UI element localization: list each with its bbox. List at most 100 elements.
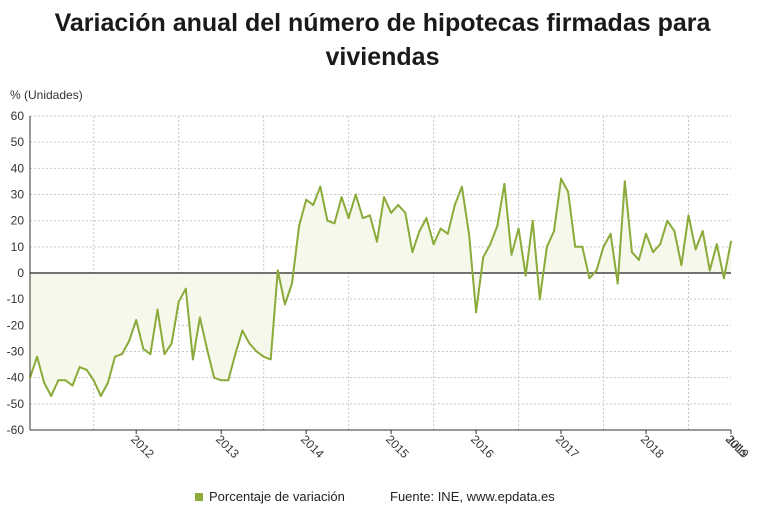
data-point <box>687 214 690 217</box>
data-point <box>347 217 350 220</box>
data-point <box>411 251 414 254</box>
data-point <box>121 353 124 356</box>
data-point <box>106 381 109 384</box>
data-point <box>468 232 470 235</box>
data-point <box>531 219 534 222</box>
y-tick-label: 20 <box>11 214 25 228</box>
data-point <box>595 269 598 272</box>
data-point <box>680 264 683 267</box>
data-point <box>128 340 131 342</box>
data-point <box>319 185 322 188</box>
y-tick-label: -30 <box>7 345 25 359</box>
data-point <box>730 240 732 243</box>
data-point <box>418 230 421 233</box>
data-point <box>262 355 265 358</box>
y-tick-label: -20 <box>7 318 25 332</box>
chart-canvas: 60 50 40 30 20 10 0 -10 -20 -30 -40 -50 -60 2012 2013… <box>7 109 752 461</box>
data-point <box>305 198 308 201</box>
data-point <box>368 214 371 217</box>
data-point <box>220 379 223 382</box>
data-point <box>71 384 74 387</box>
data-point <box>184 287 187 290</box>
data-point <box>630 251 633 254</box>
y-tick-label: 10 <box>11 240 25 254</box>
data-point <box>715 243 718 246</box>
data-point <box>298 224 301 227</box>
data-point <box>701 230 704 233</box>
data-point <box>517 227 520 230</box>
data-point <box>283 303 286 306</box>
series-area <box>30 178 731 396</box>
y-axis-unit-label: % (Unidades) <box>10 88 83 102</box>
data-point <box>489 243 492 246</box>
data-point <box>390 211 393 214</box>
data-point <box>85 368 88 371</box>
data-point <box>560 177 563 180</box>
data-point <box>354 193 357 196</box>
data-point <box>156 308 159 311</box>
data-point <box>496 224 499 227</box>
data-point <box>170 342 173 345</box>
data-point <box>50 395 53 397</box>
data-point <box>609 232 612 235</box>
data-point <box>43 381 46 384</box>
data-point <box>248 342 251 345</box>
data-point <box>142 347 145 350</box>
data-point <box>659 243 662 246</box>
data-point <box>482 256 485 259</box>
data-point <box>475 311 478 314</box>
data-point <box>553 230 555 233</box>
data-point <box>616 282 619 285</box>
x-tick-label: 2012 <box>128 432 157 461</box>
chart-title: Variación anual del número de hipotecas … <box>54 9 711 71</box>
y-tick-label: -50 <box>7 397 25 411</box>
data-point <box>574 245 577 248</box>
data-point <box>538 298 541 301</box>
legend: Porcentaje de variación <box>195 489 345 504</box>
data-point <box>722 277 725 280</box>
y-tick-label: 0 <box>17 266 24 280</box>
data-point <box>99 395 102 397</box>
data-point <box>446 232 449 235</box>
data-point <box>425 217 428 220</box>
data-point <box>652 251 655 254</box>
x-tick-label: 2014 <box>298 432 327 461</box>
y-tick-label: 40 <box>11 161 25 175</box>
data-point <box>460 185 463 188</box>
data-point <box>524 274 527 277</box>
y-tick-label: 60 <box>11 109 25 123</box>
y-tick-label: 50 <box>11 135 25 149</box>
x-tick-label: 2017 <box>553 432 582 461</box>
data-point <box>588 277 591 280</box>
data-point <box>36 355 39 358</box>
series-line <box>29 177 732 397</box>
data-point <box>191 358 194 361</box>
data-point <box>637 258 640 261</box>
data-point <box>673 230 676 233</box>
data-point <box>255 350 258 353</box>
data-point <box>623 180 626 183</box>
data-point <box>510 253 513 256</box>
data-point <box>439 227 442 230</box>
data-point <box>545 245 548 248</box>
data-point <box>149 353 152 356</box>
data-point <box>397 204 400 206</box>
data-point <box>163 353 166 356</box>
y-tick-label: -40 <box>7 371 25 385</box>
data-point <box>333 222 336 225</box>
data-point <box>567 190 570 193</box>
data-point <box>376 240 378 243</box>
data-point <box>227 379 230 382</box>
data-point <box>57 379 60 382</box>
data-point <box>453 204 456 206</box>
source-note: Fuente: INE, www.epdata.es <box>390 489 555 504</box>
data-point <box>213 376 216 379</box>
data-point <box>503 183 506 185</box>
data-point <box>206 347 208 350</box>
data-point <box>581 245 584 248</box>
data-point <box>291 282 293 285</box>
data-point <box>177 300 180 303</box>
data-point <box>383 196 385 199</box>
data-point <box>114 355 116 358</box>
